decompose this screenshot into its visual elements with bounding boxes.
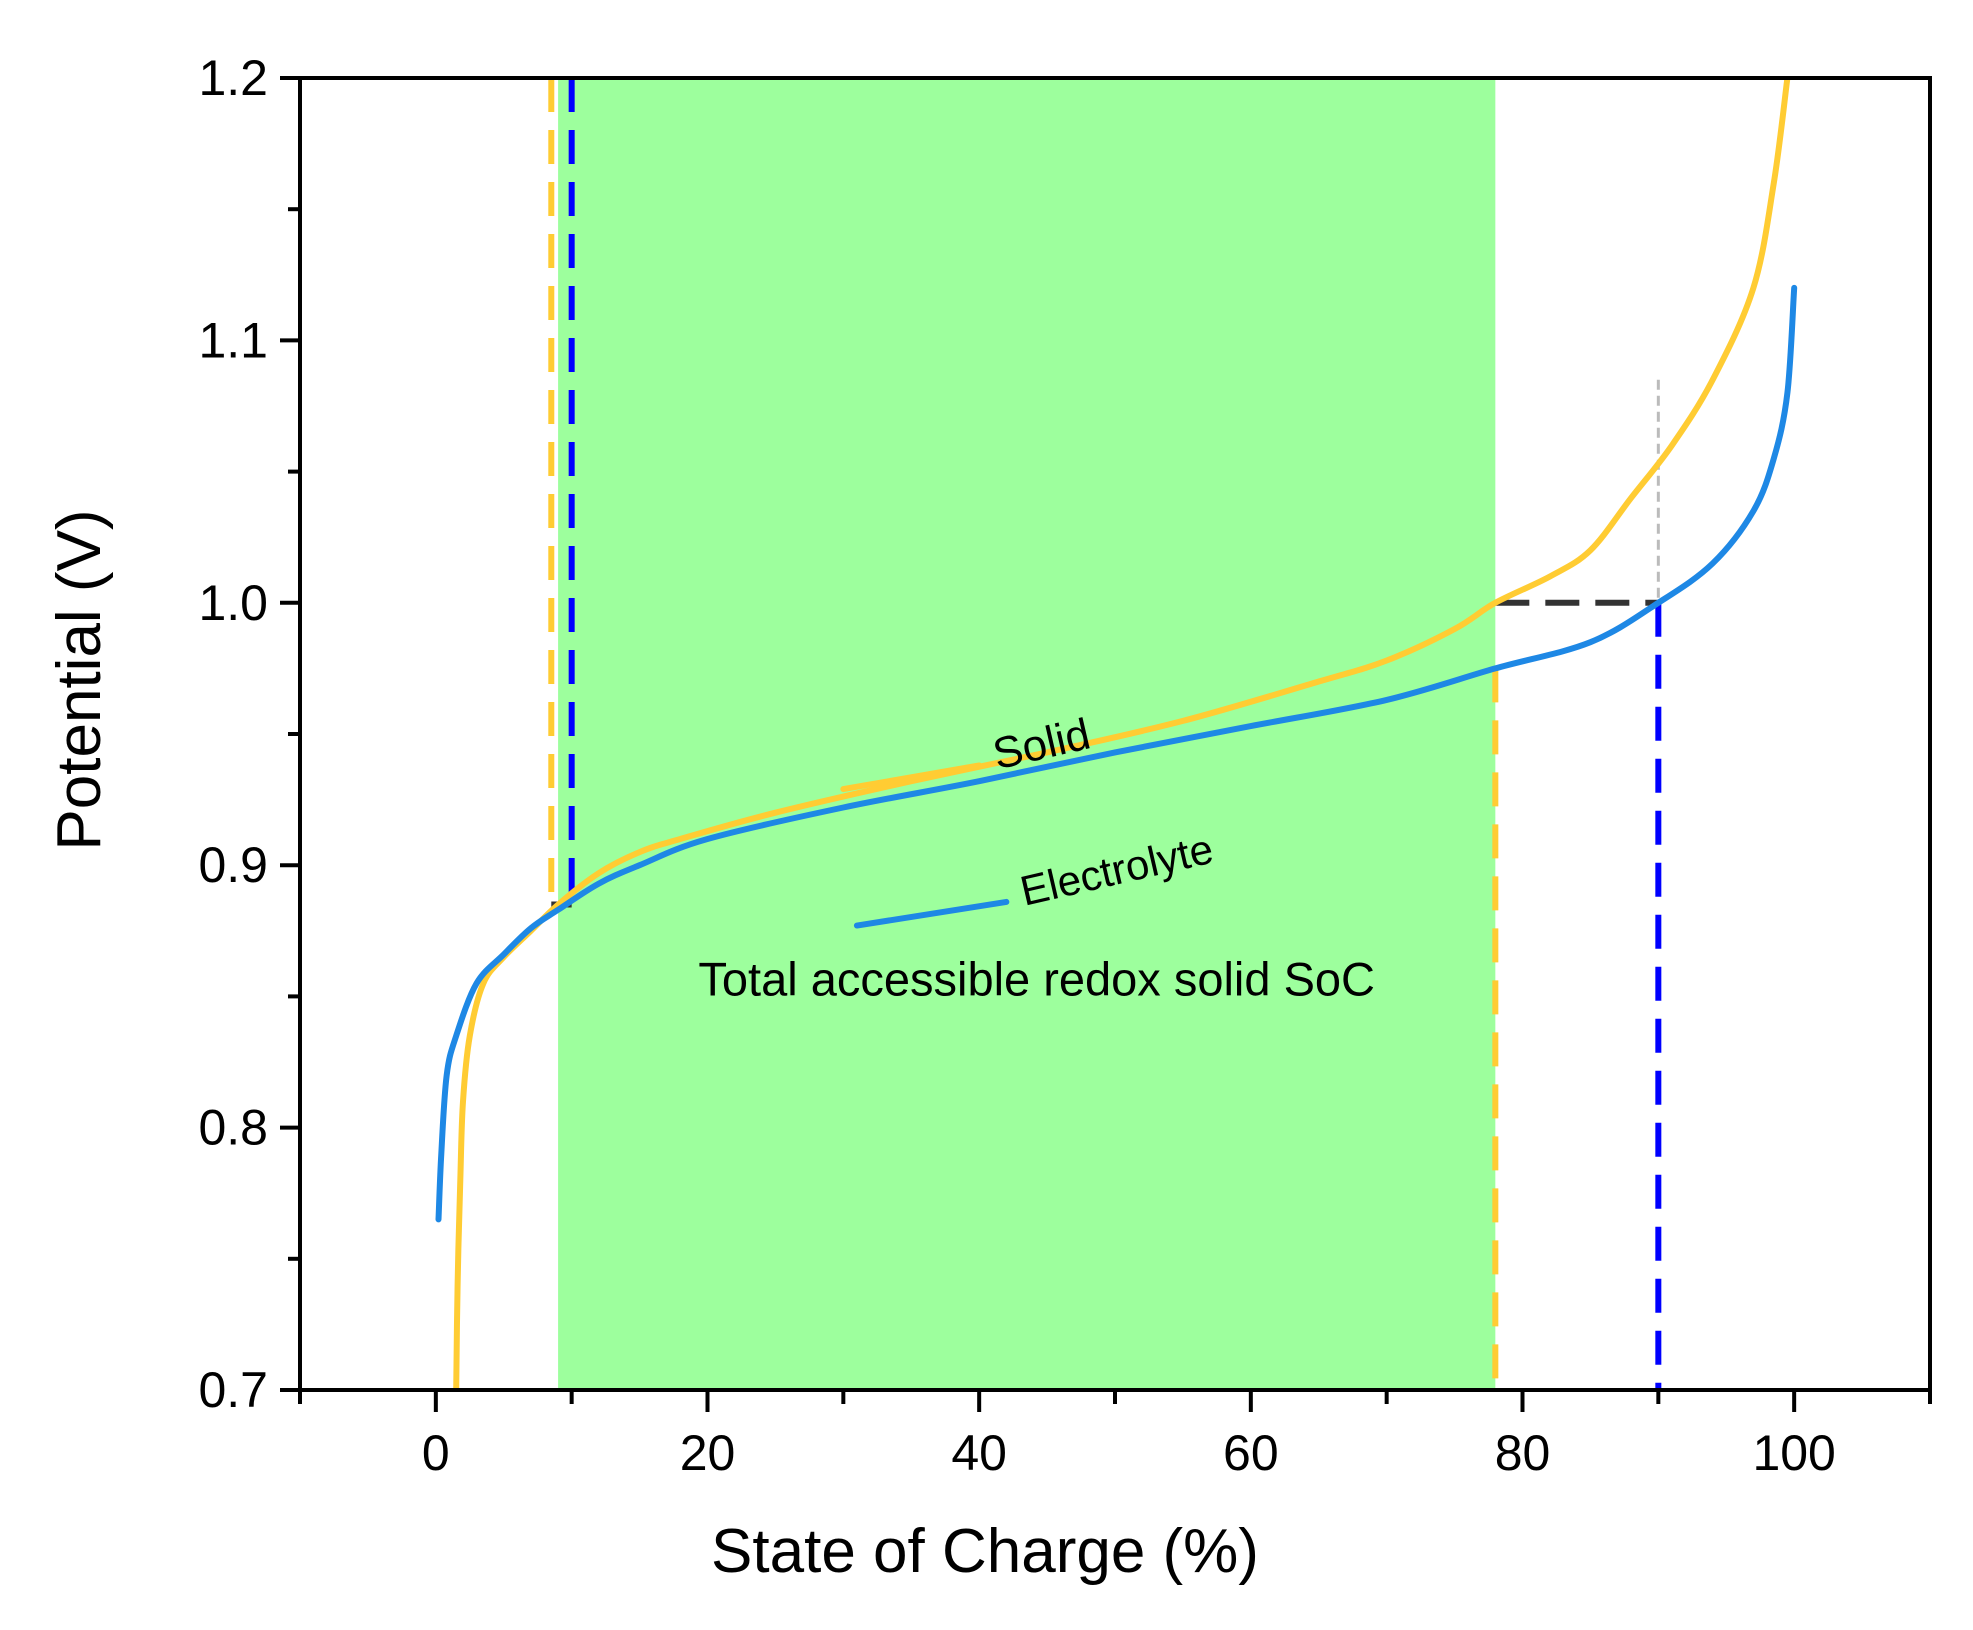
x-tick-label: 100 [1752,1425,1835,1481]
y-tick-label: 0.9 [198,837,268,893]
y-axis-title: Potential (V) [45,509,114,850]
y-tick-label: 1.2 [198,50,268,106]
clipped-plot-content [435,78,1798,1390]
axes: 0 20 40 60 80 100 0.7 0.8 0.9 1.0 1.1 1.2 [198,50,1932,1481]
x-tick-label: 60 [1223,1425,1279,1481]
series-line-electrolyte [435,284,1798,1223]
x-tick-label: 0 [422,1425,450,1481]
x-tick-label: 20 [680,1425,736,1481]
x-axis-title: State of Charge (%) [711,1517,1259,1586]
x-tick-label: 80 [1495,1425,1551,1481]
y-tick-label: 0.8 [198,1100,268,1156]
series-line-solid [453,78,1791,1390]
y-tick-label: 1.1 [198,312,268,368]
accessible-soc-region [558,78,1496,1390]
legend-swatch-electrolyte [853,898,1010,929]
y-tick-label: 1.0 [198,575,268,631]
x-tick-label: 40 [951,1425,1007,1481]
region-label: Total accessible redox solid SoC [698,953,1375,1006]
y-tick-label: 0.7 [198,1362,268,1418]
legend-swatch-solid [840,762,983,793]
